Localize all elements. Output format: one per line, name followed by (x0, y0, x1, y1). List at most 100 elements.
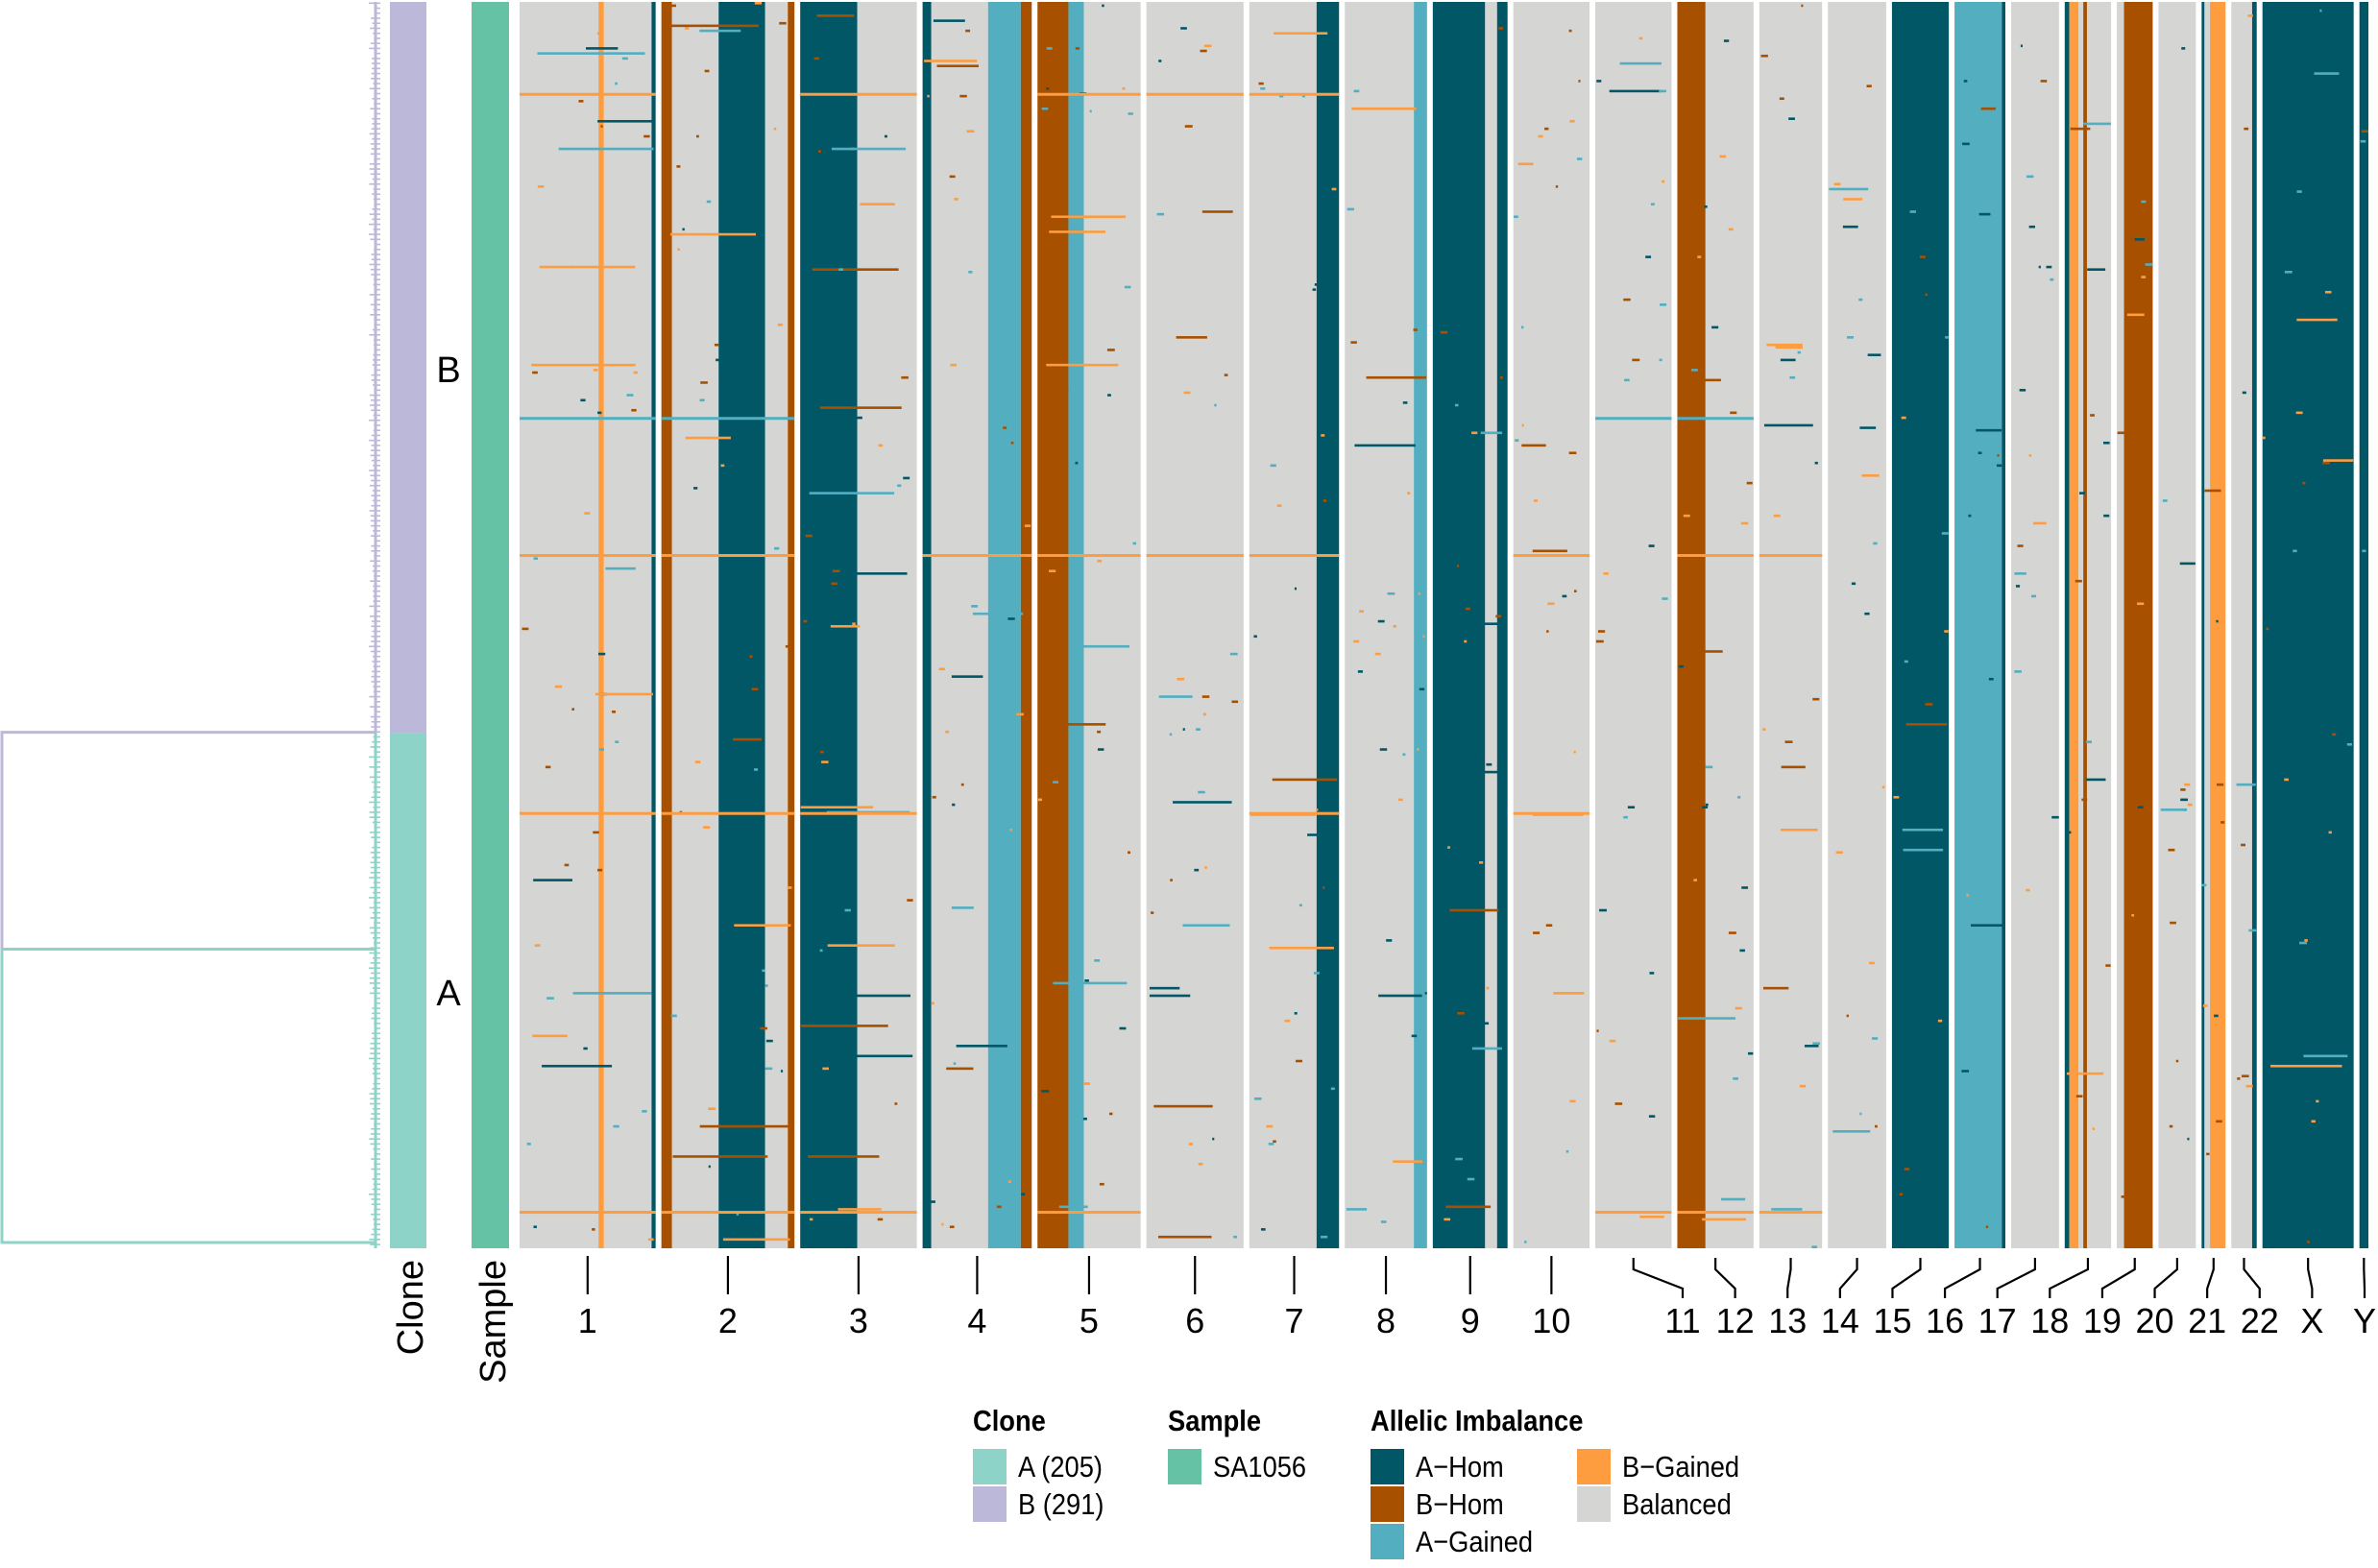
cell-event (1747, 1051, 1754, 1055)
chromosome-panel-12 (1677, 2, 1754, 1248)
cell-event (930, 1200, 935, 1203)
recurrent-event (1249, 554, 1340, 558)
cell-event (545, 765, 551, 769)
chromosome-label-5: 5 (1080, 1301, 1099, 1340)
cell-event (2328, 831, 2332, 834)
cell-event (1799, 1084, 1807, 1088)
chromosome-axis: 1 2 3 4 5 6 7 8 9 10 11 12 13 14 15 16 17 18 19 20 21 22 X Y (578, 1256, 2376, 1340)
heatmap-segment (2069, 2, 2079, 1248)
cell-event (1072, 644, 1129, 648)
cell-event (1659, 358, 1662, 362)
cell-event (615, 740, 619, 743)
legend-label: B−Hom (1416, 1486, 1504, 1521)
cell-event (2050, 277, 2054, 281)
cell-event (2169, 1124, 2173, 1128)
recurrent-event (661, 1211, 795, 1215)
cell-event (2123, 921, 2127, 925)
cell-event (1775, 346, 1803, 350)
heatmap-segment (1677, 2, 1706, 1248)
cell-event (2187, 803, 2193, 807)
cell-event (1002, 1031, 1009, 1035)
cell-event (2311, 1120, 2316, 1123)
cell-event (1997, 454, 2000, 457)
cell-event (1407, 492, 1411, 495)
cell-event (1480, 431, 1503, 435)
heatmap-segment (788, 2, 795, 1248)
recurrent-event (1759, 1211, 1823, 1215)
cell-event (1842, 225, 1858, 229)
cell-event (2214, 1014, 2219, 1018)
legend-swatch (973, 1486, 1007, 1522)
heatmap-segment (2010, 2, 2059, 1248)
cell-event (800, 806, 873, 809)
cell-event (570, 265, 574, 269)
recurrent-event (1595, 1211, 1672, 1215)
cell-event (1182, 728, 1185, 731)
cell-event (1893, 795, 1900, 799)
cell-event (526, 1143, 531, 1146)
recurrent-event (520, 1211, 656, 1215)
cell-event (1477, 622, 1507, 625)
cell-event (1449, 908, 1499, 912)
cell-event (953, 1062, 957, 1065)
recurrent-event (1513, 554, 1590, 558)
cell-event (2216, 619, 2219, 623)
heatmap-segment (603, 2, 652, 1248)
legend-label: B (291) (1018, 1486, 1104, 1521)
chromosome-label-11: 11 (1664, 1301, 1700, 1340)
cell-event (2247, 14, 2253, 17)
chromosome-label-14: 14 (1821, 1301, 1859, 1340)
cell-event (1128, 851, 1131, 855)
cell-event (2085, 740, 2092, 743)
clone-track-label: Clone (391, 1260, 431, 1355)
cell-event (1460, 220, 1463, 224)
cell-event (1730, 411, 1737, 415)
cell-event (2265, 147, 2271, 151)
cell-event (1486, 986, 1490, 990)
cell-event (2296, 318, 2338, 322)
cell-event (931, 1001, 934, 1005)
heatmap-segment (1513, 2, 1590, 1248)
cell-event (2206, 1152, 2210, 1156)
cell-event (2019, 389, 2026, 392)
cell-event (1387, 591, 1395, 595)
legend-swatch (973, 1449, 1007, 1484)
heatmap-segment (1759, 2, 1823, 1248)
cell-event (1704, 205, 1708, 208)
cell-event (1270, 464, 1276, 468)
cell-event (2162, 499, 2168, 502)
cell-event (2270, 1064, 2342, 1068)
heatmap-segment (1037, 2, 1069, 1248)
cell-event (1037, 798, 1043, 802)
cell-event (1978, 451, 1982, 455)
cell-event (1007, 1180, 1011, 1183)
cell-event (1097, 559, 1103, 563)
chromosome-panel-21 (2201, 2, 2226, 1248)
chromosome-label-7: 7 (1285, 1301, 1304, 1340)
cell-event (760, 1026, 767, 1030)
cell-event (2181, 47, 2186, 50)
cell-event (2220, 821, 2225, 824)
cell-event (1499, 896, 1503, 900)
cell-event (1457, 565, 1460, 567)
cell-event (1737, 795, 1741, 799)
cell-event (1851, 582, 1856, 586)
cell-event (1188, 1143, 1193, 1146)
cell-event (1298, 904, 1302, 907)
cell-event (949, 1225, 955, 1229)
cell-event (1124, 285, 1131, 289)
cell-event (1053, 981, 1128, 985)
recurrent-event (1037, 554, 1141, 558)
heatmap-segment (661, 2, 672, 1248)
cell-event (558, 147, 654, 151)
chromosome-label-19: 19 (2083, 1301, 2122, 1340)
chromosome-label-6: 6 (1185, 1301, 1204, 1340)
cell-event (1596, 80, 1602, 83)
cell-event (1966, 894, 1970, 897)
cell-event (633, 371, 638, 374)
legend-item-b-gained: B−Gained (1577, 1448, 1756, 1485)
cell-event (1486, 762, 1492, 766)
cell-event (703, 826, 711, 829)
legend-item-a-hom: A−Hom (1371, 1448, 1577, 1485)
cell-event (586, 47, 619, 50)
